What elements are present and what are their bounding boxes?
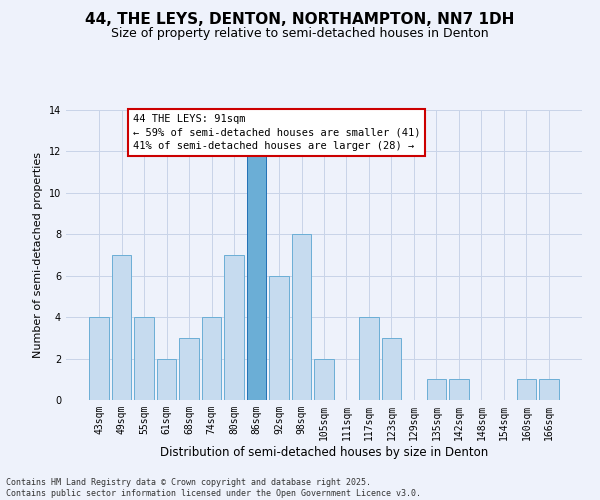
Bar [269, 276, 289, 400]
Y-axis label: Number of semi-detached properties: Number of semi-detached properties [33, 152, 43, 358]
Text: 44, THE LEYS, DENTON, NORTHAMPTON, NN7 1DH: 44, THE LEYS, DENTON, NORTHAMPTON, NN7 1… [85, 12, 515, 28]
Bar [179, 338, 199, 400]
Bar [224, 255, 244, 400]
Bar [359, 317, 379, 400]
Bar [427, 380, 446, 400]
Bar [247, 152, 266, 400]
Bar [134, 317, 154, 400]
Text: Size of property relative to semi-detached houses in Denton: Size of property relative to semi-detach… [111, 28, 489, 40]
Text: 44 THE LEYS: 91sqm
← 59% of semi-detached houses are smaller (41)
41% of semi-de: 44 THE LEYS: 91sqm ← 59% of semi-detache… [133, 114, 420, 150]
Bar [89, 317, 109, 400]
Bar [539, 380, 559, 400]
Bar [382, 338, 401, 400]
Bar [314, 358, 334, 400]
Bar [112, 255, 131, 400]
Bar [517, 380, 536, 400]
Bar [292, 234, 311, 400]
X-axis label: Distribution of semi-detached houses by size in Denton: Distribution of semi-detached houses by … [160, 446, 488, 458]
Bar [449, 380, 469, 400]
Text: Contains HM Land Registry data © Crown copyright and database right 2025.
Contai: Contains HM Land Registry data © Crown c… [6, 478, 421, 498]
Bar [202, 317, 221, 400]
Bar [157, 358, 176, 400]
